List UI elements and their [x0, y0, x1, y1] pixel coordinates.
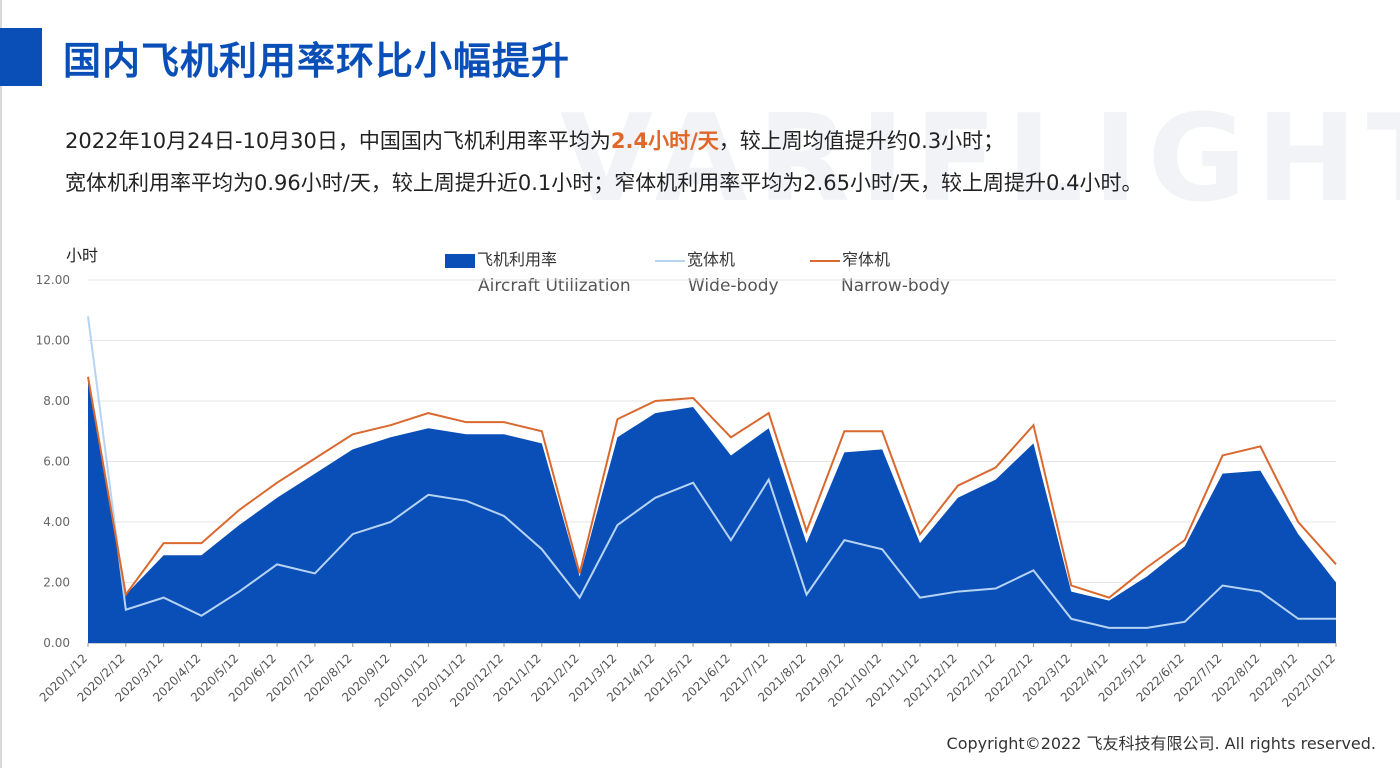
utilization-chart: 0.002.004.006.008.0010.0012.002020/1/122… [36, 273, 1338, 708]
series-line-widebody [87, 316, 1336, 629]
legend-label-narrowbody: 窄体机 [842, 250, 891, 269]
summary-line-1: 2022年10月24日-10月30日，中国国内飞机利用率平均为2.4小时/天，较… [65, 120, 1365, 162]
series-line-narrowbody [87, 376, 1337, 599]
y-tick-label: 6.00 [43, 455, 70, 469]
legend-item-utilization: 飞机利用率 [445, 246, 557, 270]
legend-item-narrowbody: 窄体机 [810, 246, 890, 270]
y-tick-label: 4.00 [43, 515, 70, 529]
summary-text: 2022年10月24日-10月30日，中国国内飞机利用率平均为2.4小时/天，较… [65, 120, 1365, 204]
legend-en-narrowbody: Narrow-body [841, 276, 950, 296]
y-tick-label: 10.00 [36, 334, 70, 348]
slide-title: 国内飞机利用率环比小幅提升 [63, 39, 571, 83]
y-tick-label: 8.00 [43, 394, 70, 408]
summary-highlight: 2.4小时/天 [610, 129, 719, 153]
summary-line-1-a: 2022年10月24日-10月30日，中国国内飞机利用率平均为 [65, 129, 611, 153]
legend-item-widebody: 宽体机 [655, 246, 735, 270]
copyright-footer: Copyright©2022 飞友科技有限公司. All rights rese… [946, 734, 1376, 753]
legend-en-widebody: Wide-body [688, 276, 779, 296]
legend-swatch-widebody [655, 259, 685, 262]
slide-edge [0, 0, 2, 768]
legend-label-widebody: 宽体机 [687, 250, 736, 269]
y-tick-label: 12.00 [36, 273, 70, 287]
legend-swatch-narrowbody [810, 259, 840, 262]
summary-line-1-b: ，较上周均值提升约0.3小时； [718, 129, 1005, 153]
summary-line-2: 宽体机利用率平均为0.96小时/天，较上周提升近0.1小时；窄体机利用率平均为2… [65, 171, 1143, 195]
y-tick-label: 2.00 [43, 576, 70, 590]
legend-en-utilization: Aircraft Utilization [478, 276, 631, 296]
brand-watermark: VARIFLIGHT [560, 90, 1400, 229]
legend-label-utilization: 飞机利用率 [477, 250, 558, 269]
title-accent-bar [0, 28, 42, 86]
legend-swatch-area [445, 253, 475, 268]
y-axis-unit-label: 小时 [66, 246, 99, 265]
y-tick-label: 0.00 [43, 636, 70, 650]
